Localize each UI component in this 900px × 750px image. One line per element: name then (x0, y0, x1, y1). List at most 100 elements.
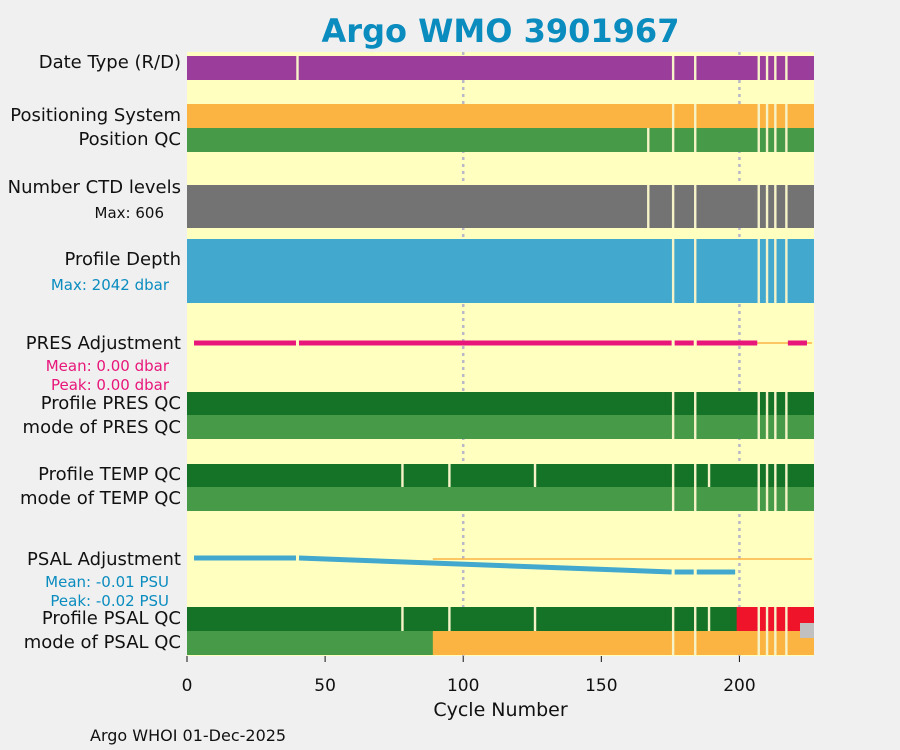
band-positioning-system-gap-2 (757, 104, 760, 128)
band-mode-of-psal-qc-probably-bad (432, 631, 814, 655)
band-mode-of-temp-qc-gap-1 (694, 487, 697, 511)
band-profile-psal-qc (187, 607, 814, 631)
band-position-qc-gap-6 (785, 128, 788, 152)
band-profile-temp-qc-gap-6 (757, 464, 760, 487)
band-profile-temp-qc (187, 464, 814, 487)
band-positioning-system-gap-3 (765, 104, 769, 128)
band-number-ctd-levels-gap-2 (694, 185, 697, 228)
band-profile-depth-gap-0 (671, 239, 675, 303)
band-profile-psal-qc-gap-6 (757, 607, 760, 631)
band-mode-of-pres-qc (187, 415, 814, 439)
band-profile-psal-qc-gap-3 (707, 607, 711, 631)
band-date-type-r-d--gap-1 (671, 56, 675, 80)
band-number-ctd-levels-gap-5 (774, 185, 777, 228)
band-positioning-system-gap-0 (671, 104, 675, 128)
band-positioning-system-gap-1 (694, 104, 697, 128)
band-number-ctd-levels-gap-0 (647, 185, 650, 228)
row-label-profile-pres-qc: Profile PRES QC (40, 393, 181, 414)
band-mode-of-pres-qc-gap-4 (774, 415, 777, 439)
band-mode-of-temp-qc-gap-4 (774, 487, 777, 511)
band-date-type-r-d--gap-4 (765, 56, 769, 80)
band-number-ctd-levels-gap-1 (671, 185, 675, 228)
band-profile-psal-qc-gap-4 (671, 607, 675, 631)
band-profile-depth-gap-1 (694, 239, 697, 303)
row-label-psal-adjustment: PSAL Adjustment (26, 549, 181, 570)
band-position-qc (187, 128, 814, 152)
band-date-type-r-d--gap-0 (296, 56, 299, 80)
band-mode-of-pres-qc-gap-2 (757, 415, 760, 439)
x-tick-label-150: 150 (585, 676, 617, 696)
band-mode-of-psal-qc-gap-1 (694, 631, 697, 655)
band-profile-psal-qc-gap-0 (401, 607, 404, 631)
band-number-ctd-levels-gap-3 (757, 185, 760, 228)
footer-credit: Argo WHOI 01-Dec-2025 (90, 726, 287, 745)
band-mode-of-pres-qc-gap-0 (671, 415, 675, 439)
band-mode-of-temp-qc-gap-0 (671, 487, 675, 511)
pres-mean-text: Mean: 0.00 dbar (45, 357, 169, 375)
x-axis-label: Cycle Number (433, 699, 568, 721)
chart-title: Argo WMO 3901967 (321, 12, 680, 50)
row-label-profile-depth: Profile Depth (64, 249, 181, 270)
band-mode-of-psal-qc-gap-0 (671, 631, 675, 655)
band-profile-pres-qc-gap-5 (785, 392, 788, 415)
band-mode-of-psal-qc-missing (800, 623, 814, 638)
band-profile-temp-qc-gap-5 (694, 464, 697, 487)
band-date-type-r-d--gap-3 (757, 56, 760, 80)
x-tick-label-200: 200 (723, 676, 755, 696)
band-mode-of-temp-qc-gap-3 (765, 487, 769, 511)
band-profile-psal-qc-gap-2 (533, 607, 537, 631)
band-number-ctd-levels-gap-4 (765, 185, 769, 228)
band-mode-of-psal-qc-gap-5 (785, 631, 788, 655)
band-profile-depth (187, 239, 814, 303)
x-tick-label-50: 50 (314, 676, 336, 696)
band-mode-of-psal-qc-gap-3 (765, 631, 769, 655)
row-label-profile-psal-qc: Profile PSAL QC (41, 608, 181, 629)
band-number-ctd-levels-gap-6 (785, 185, 788, 228)
band-mode-of-temp-qc (187, 487, 814, 511)
band-profile-psal-qc-gap-1 (448, 607, 451, 631)
band-profile-psal-qc-gap-5 (694, 607, 697, 631)
band-profile-psal-qc-gap-8 (774, 607, 777, 631)
row-label-mode-temp-qc: mode of TEMP QC (19, 488, 181, 509)
row-label-mode-psal-qc: mode of PSAL QC (23, 632, 181, 653)
row-label-pres-adjustment: PRES Adjustment (25, 333, 181, 354)
band-profile-psal-qc-gap-7 (765, 607, 769, 631)
band-positioning-system (187, 104, 814, 128)
psal-mean-text: Mean: -0.01 PSU (45, 573, 169, 591)
band-mode-of-pres-qc-gap-5 (785, 415, 788, 439)
band-profile-depth-gap-5 (785, 239, 788, 303)
band-profile-depth-gap-2 (757, 239, 760, 303)
psal-peak-text: Peak: -0.02 PSU (50, 592, 169, 610)
band-profile-temp-qc-gap-8 (774, 464, 777, 487)
row-label-position-qc: Position QC (78, 129, 181, 150)
depth-max-text: Max: 2042 dbar (50, 276, 169, 294)
band-profile-temp-qc-gap-3 (707, 464, 711, 487)
band-profile-depth-gap-4 (774, 239, 777, 303)
band-position-qc-gap-3 (757, 128, 760, 152)
band-profile-pres-qc-gap-1 (694, 392, 697, 415)
band-profile-temp-qc-gap-9 (785, 464, 788, 487)
band-profile-pres-qc-gap-4 (774, 392, 777, 415)
x-tick-label-0: 0 (182, 676, 193, 696)
band-position-qc-gap-0 (647, 128, 650, 152)
band-positioning-system-gap-4 (774, 104, 777, 128)
band-date-type-r-d--gap-5 (774, 56, 777, 80)
band-profile-temp-qc-gap-1 (448, 464, 451, 487)
band-profile-depth-gap-3 (765, 239, 769, 303)
band-date-type-r-d--gap-2 (694, 56, 697, 80)
band-profile-temp-qc-gap-2 (533, 464, 537, 487)
plot-background (187, 52, 814, 656)
band-profile-temp-qc-gap-4 (671, 464, 675, 487)
band-position-qc-gap-4 (765, 128, 769, 152)
band-profile-pres-qc-gap-0 (671, 392, 675, 415)
row-label-profile-temp-qc: Profile TEMP QC (38, 464, 181, 485)
band-date-type-r-d--gap-6 (785, 56, 788, 80)
band-mode-of-temp-qc-gap-5 (785, 487, 788, 511)
band-date-type-r-d- (187, 56, 814, 80)
band-mode-of-pres-qc-gap-3 (765, 415, 769, 439)
band-profile-temp-qc-gap-7 (765, 464, 769, 487)
row-label-mode-pres-qc: mode of PRES QC (22, 417, 181, 438)
band-position-qc-gap-1 (671, 128, 675, 152)
row-label-date-type: Date Type (R/D) (38, 52, 181, 73)
